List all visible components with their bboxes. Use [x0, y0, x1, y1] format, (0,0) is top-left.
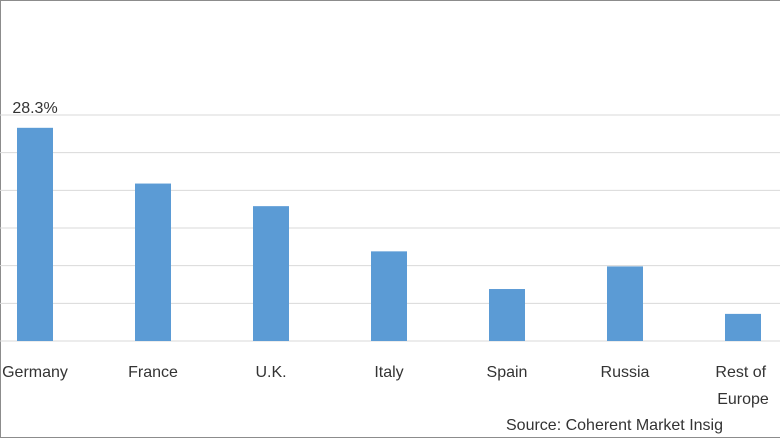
bar — [607, 266, 643, 341]
bar — [135, 183, 171, 341]
x-tick-label: Rest of Europe — [715, 364, 770, 408]
x-tick-label: Russia — [601, 364, 650, 381]
bar — [253, 206, 289, 341]
bar — [17, 127, 53, 341]
source-note: Source: Coherent Market Insig — [506, 417, 723, 434]
x-tick-label: Germany — [2, 364, 68, 381]
bar — [725, 313, 761, 341]
data-label: 28.3% — [12, 100, 57, 117]
bar — [489, 289, 525, 341]
x-tick-label: Italy — [374, 364, 403, 381]
bar — [371, 251, 407, 341]
x-tick-label: Spain — [487, 364, 528, 381]
x-tick-label: France — [128, 364, 178, 381]
x-tick-label: U.K. — [255, 364, 286, 381]
